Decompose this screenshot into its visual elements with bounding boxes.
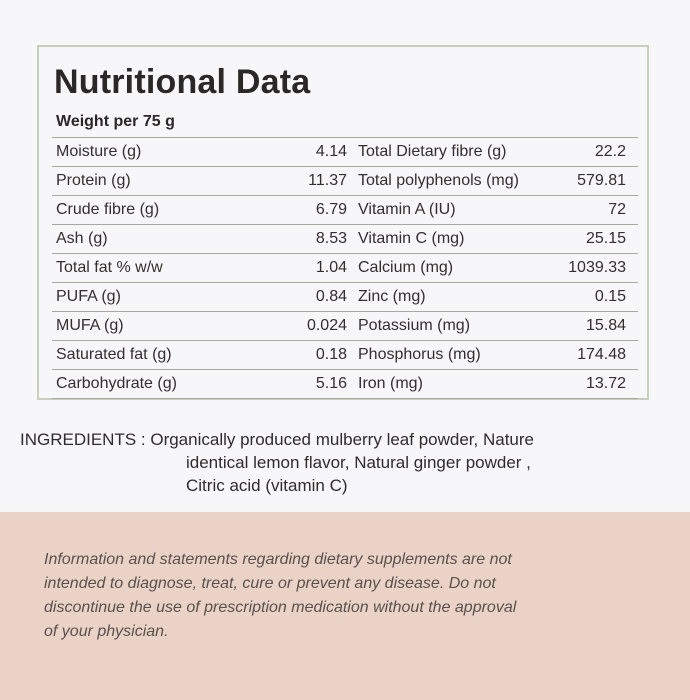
nutrient-value: 25.15 bbox=[585, 230, 626, 247]
table-row: Protein (g) 11.37 Total polyphenols (mg)… bbox=[52, 167, 638, 196]
nutrient-value: 0.84 bbox=[315, 288, 347, 305]
nutrient-value: 15.84 bbox=[585, 317, 626, 334]
nutrient-value: 72 bbox=[608, 201, 626, 218]
nutrient-label: PUFA (g) bbox=[56, 288, 121, 305]
nutrient-label: Total Dietary fibre (g) bbox=[358, 143, 507, 160]
ingredients-line: INGREDIENTS : Organically produced mulbe… bbox=[20, 430, 534, 449]
nutrient-value: 8.53 bbox=[315, 230, 347, 247]
nutrient-value: 11.37 bbox=[308, 172, 347, 189]
disclaimer-line: discontinue the use of prescription medi… bbox=[44, 599, 517, 616]
disclaimer-line: of your physician. bbox=[44, 623, 169, 640]
nutrient-value: 0.15 bbox=[594, 288, 626, 305]
table-row: Ash (g) 8.53 Vitamin C (mg) 25.15 bbox=[52, 225, 638, 254]
ingredients-line: Citric acid (vitamin C) bbox=[186, 476, 348, 495]
nutrient-label: Calcium (mg) bbox=[358, 259, 454, 276]
nutrient-label: Crude fibre (g) bbox=[56, 201, 160, 218]
label-top-area: Nutritional Data Weight per 75 g Moistur… bbox=[20, 45, 680, 497]
nutrient-label: Phosphorus (mg) bbox=[358, 346, 481, 363]
nutrient-label: Protein (g) bbox=[56, 172, 131, 189]
nutrient-value: 4.14 bbox=[315, 143, 347, 160]
table-row: PUFA (g) 0.84 Zinc (mg) 0.15 bbox=[52, 283, 638, 312]
nutrient-label: Ash (g) bbox=[56, 230, 108, 247]
nutrient-label: Saturated fat (g) bbox=[56, 346, 172, 363]
ingredients-line: identical lemon flavor, Natural ginger p… bbox=[186, 453, 531, 472]
nutrient-label: Vitamin C (mg) bbox=[358, 230, 465, 247]
nutrient-label: MUFA (g) bbox=[56, 317, 124, 334]
table-row: Carbohydrate (g) 5.16 Iron (mg) 13.72 bbox=[52, 370, 638, 399]
disclaimer-band: Information and statements regarding die… bbox=[0, 512, 690, 700]
nutrient-value: 22.2 bbox=[594, 143, 626, 160]
nutrient-label: Moisture (g) bbox=[56, 143, 142, 160]
nutrient-value: 1039.33 bbox=[568, 259, 626, 276]
nutrient-label: Carbohydrate (g) bbox=[56, 375, 177, 392]
table-row: Moisture (g) 4.14 Total Dietary fibre (g… bbox=[52, 138, 638, 167]
nutrient-label: Total polyphenols (mg) bbox=[358, 172, 519, 189]
table-row: MUFA (g) 0.024 Potassium (mg) 15.84 bbox=[52, 312, 638, 341]
table-row: Crude fibre (g) 6.79 Vitamin A (IU) 72 bbox=[52, 196, 638, 225]
disclaimer-text: Information and statements regarding die… bbox=[44, 548, 674, 644]
nutrient-value: 579.81 bbox=[577, 172, 626, 189]
nutrition-table: Moisture (g) 4.14 Total Dietary fibre (g… bbox=[52, 137, 638, 399]
table-row: Total fat % w/w 1.04 Calcium (mg) 1039.3… bbox=[52, 254, 638, 283]
nutrient-value: 0.18 bbox=[315, 346, 347, 363]
panel-subtitle: Weight per 75 g bbox=[56, 113, 175, 130]
ingredients-text: INGREDIENTS : Organically produced mulbe… bbox=[20, 428, 680, 497]
nutrient-label: Vitamin A (IU) bbox=[358, 201, 456, 218]
table-row: Saturated fat (g) 0.18 Phosphorus (mg) 1… bbox=[52, 341, 638, 370]
nutrient-value: 0.024 bbox=[306, 317, 347, 334]
nutrient-value: 1.04 bbox=[315, 259, 347, 276]
disclaimer-line: Information and statements regarding die… bbox=[44, 551, 512, 568]
nutrient-label: Total fat % w/w bbox=[56, 259, 163, 276]
nutrient-value: 6.79 bbox=[315, 201, 347, 218]
nutrient-value: 5.16 bbox=[315, 375, 347, 392]
nutrient-label: Zinc (mg) bbox=[358, 288, 426, 305]
disclaimer-line: intended to diagnose, treat, cure or pre… bbox=[44, 575, 496, 592]
nutrient-value: 13.72 bbox=[585, 375, 626, 392]
nutrient-value: 174.48 bbox=[577, 346, 626, 363]
nutrition-panel: Nutritional Data Weight per 75 g Moistur… bbox=[37, 45, 649, 400]
panel-title: Nutritional Data bbox=[54, 63, 311, 101]
nutrient-label: Potassium (mg) bbox=[358, 317, 471, 334]
nutrient-label: Iron (mg) bbox=[358, 375, 423, 392]
